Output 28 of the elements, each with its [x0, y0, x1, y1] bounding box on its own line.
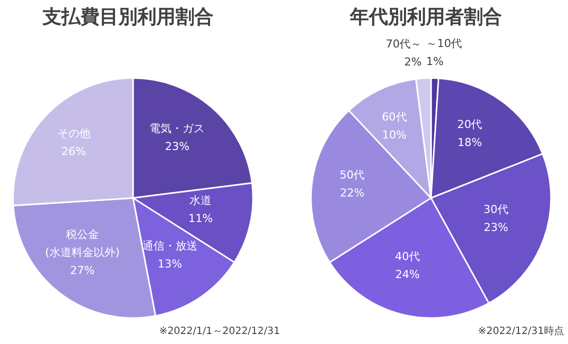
data-label: 1% [426, 54, 444, 68]
slice-label: 40代 [394, 250, 420, 263]
data-label: 11% [188, 212, 213, 225]
slice-label: 20代 [457, 117, 482, 130]
slice-label: 通信・放送 [142, 239, 198, 252]
chart-title: 支払費目別利用割合 [41, 5, 214, 30]
data-label: 18% [458, 135, 482, 148]
slice-label: ～10代 [426, 36, 462, 50]
chart-title: 年代別利用者割合 [348, 5, 503, 30]
slice-label: その他 [57, 126, 90, 140]
data-label: 27% [70, 263, 95, 276]
text: ※2022/12/31時点 [478, 324, 564, 338]
slice-label: 60代 [382, 110, 407, 124]
data-label: 24% [395, 268, 420, 281]
data-label: 22% [340, 186, 364, 200]
data-label: 23% [484, 220, 508, 234]
data-label: 23% [164, 140, 190, 153]
slice-label: 30代 [484, 202, 508, 216]
data-label: 26% [62, 144, 86, 158]
slice-label: 50代 [340, 168, 365, 182]
text: ※2022/1/1～2022/12/31 [159, 325, 280, 338]
slice-label: 税公金 (水道料金以外) [45, 227, 120, 258]
data-label: 10% [382, 128, 407, 142]
slice-label: 70代～ [386, 36, 422, 50]
slice-label: 電気・ガス [150, 122, 205, 135]
data-label: 13% [158, 257, 182, 270]
data-label: 2% [404, 54, 422, 68]
slice-label: 水道 [190, 194, 212, 207]
